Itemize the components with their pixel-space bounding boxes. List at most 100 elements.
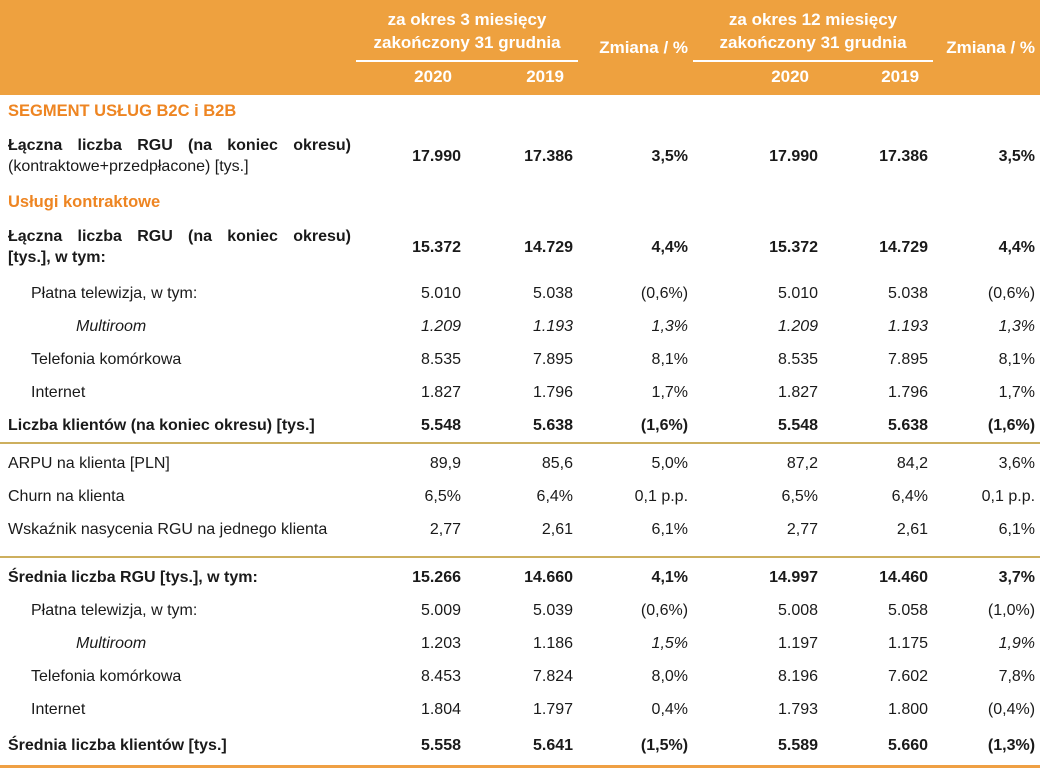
value-cell: 17.386 [879,147,929,165]
value-cell: 17.990 [412,147,461,165]
value-cell: 84,2 [896,455,929,472]
value-cell: 85,6 [541,455,574,472]
year-2019-3m-header: 2019 [466,61,579,95]
value-cell: (0,6%) [640,602,689,619]
value-cell: 1,7% [651,384,689,401]
table-row: Średnia liczba RGU [tys.], w tym: 15.266 1… [0,557,1040,594]
row-label: Churn na klienta [8,488,125,505]
value-cell: 15.372 [769,238,819,256]
year-2020-3m-header: 2020 [356,61,466,95]
year-2020-12m-header: 2020 [693,61,824,95]
row-label-line1: Łączna liczba RGU (na koniec okresu) [8,228,351,245]
row-label: Telefonia komórkowa [31,668,182,685]
value-cell: 2,77 [356,513,466,558]
value-cell: 7.602 [887,668,929,685]
section-row: SEGMENT USŁUG B2C i B2B [0,95,1040,125]
value-cell: 1.827 [420,384,461,401]
value-cell: 5,0% [651,455,689,472]
row-label: Średnia liczba klientów [tys.] [0,726,356,768]
value-cell: 3,5% [998,147,1036,165]
period-12m-line1: za okres 12 miesięcy [728,10,898,29]
table-row: Liczba klientów (na koniec okresu) [tys.… [0,409,1040,444]
value-cell: 2,77 [693,513,824,558]
value-cell: 4,1% [651,569,689,586]
value-cell: (0,4%) [987,701,1036,718]
value-cell: 7.895 [887,351,929,368]
value-cell: 5.638 [823,409,934,444]
period-12m-header: za okres 12 miesięcy zakończony 31 grudn… [693,0,934,62]
value-cell: 14.729 [879,238,929,256]
row-label: Multiroom [76,635,147,652]
period-3m-header: za okres 3 miesięcy zakończony 31 grudni… [356,0,579,62]
row-label: Średnia liczba RGU [tys.], w tym: [8,569,258,586]
row-label: Liczba klientów (na koniec okresu) [tys.… [0,409,356,444]
value-cell: 14.997 [769,569,819,586]
value-cell: 1,7% [998,384,1036,401]
value-cell: 1.796 [887,384,929,401]
value-cell: 5.548 [693,409,824,444]
table-row: Płatna telewizja, w tym: 5.010 5.038 (0,6%)… [0,277,1040,310]
value-cell: 2,61 [466,513,579,558]
table-row: Wskaźnik nasycenia RGU na jednego klient… [0,513,1040,558]
period-12m-line2: zakończony 31 grudnia [719,33,907,52]
value-cell: 89,9 [429,455,461,472]
value-cell: 1,5% [651,635,689,652]
value-cell: (1,0%) [987,602,1036,619]
row-label: Internet [31,701,86,718]
value-cell: 15.372 [412,238,461,256]
year-2019-12m-header: 2019 [823,61,934,95]
value-cell: (1,3%) [933,726,1040,768]
value-cell: 0,1 p.p. [981,488,1036,505]
value-cell: 6,1% [578,513,694,558]
table-row: Internet 1.804 1.797 0,4% 1.793 1.800 (0,4%) [0,693,1040,726]
header-corner-spacer [0,0,356,95]
value-cell: 5.548 [356,409,466,444]
value-cell: 3,7% [998,569,1036,586]
value-cell: 5.010 [420,285,461,302]
row-label: Telefonia komórkowa [31,351,182,368]
value-cell: 5.660 [823,726,934,768]
value-cell: 6,4% [536,488,574,505]
value-cell: 5.558 [356,726,466,768]
value-cell: 0,4% [651,701,689,718]
value-cell: 1,3% [998,318,1036,335]
value-cell: 5.641 [466,726,579,768]
table-row: Telefonia komórkowa 8.453 7.824 8,0% 8.196 7.… [0,660,1040,693]
value-cell: 0,1 p.p. [634,488,689,505]
row-label: ARPU na klienta [PLN] [8,455,170,472]
period-3m-line1: za okres 3 miesięcy [387,10,547,29]
value-cell: 1.197 [777,635,819,652]
value-cell: 8,1% [998,351,1036,368]
change-12m-header: Zmiana / % [933,0,1040,95]
value-cell: 7.824 [532,668,574,685]
value-cell: 6,5% [424,488,461,505]
value-cell: 5.008 [777,602,819,619]
value-cell: 7,8% [998,668,1036,685]
value-cell: 4,4% [998,238,1036,256]
value-cell: 1.175 [887,635,929,652]
value-cell: 14.729 [524,238,574,256]
change-3m-header: Zmiana / % [578,0,694,95]
value-cell: 3,6% [998,455,1036,472]
value-cell: 6,4% [891,488,929,505]
row-label: Płatna telewizja, w tym: [31,602,198,619]
value-cell: 8,1% [651,351,689,368]
value-cell: (1,6%) [578,409,694,444]
table-row: Multiroom 1.209 1.193 1,3% 1.209 1.193 1,3% [0,310,1040,343]
table-row: Telefonia komórkowa 8.535 7.895 8,1% 8.535 7.… [0,343,1040,376]
value-cell: 1.804 [420,701,461,718]
value-cell: (1,5%) [578,726,694,768]
value-cell: 1.796 [532,384,574,401]
table-row: Płatna telewizja, w tym: 5.009 5.039 (0,6%)… [0,594,1040,627]
value-cell: 1.209 [420,318,461,335]
value-cell: 1,3% [651,318,689,335]
value-cell: 1.186 [532,635,574,652]
value-cell: 4,4% [651,238,689,256]
value-cell: 17.386 [524,147,574,165]
value-cell: 5.039 [532,602,574,619]
row-label-line2: [tys.], w tym: [8,249,106,266]
value-cell: 15.266 [412,569,461,586]
value-cell: 14.460 [879,569,929,586]
value-cell: 5.038 [532,285,574,302]
value-cell: 1.797 [532,701,574,718]
